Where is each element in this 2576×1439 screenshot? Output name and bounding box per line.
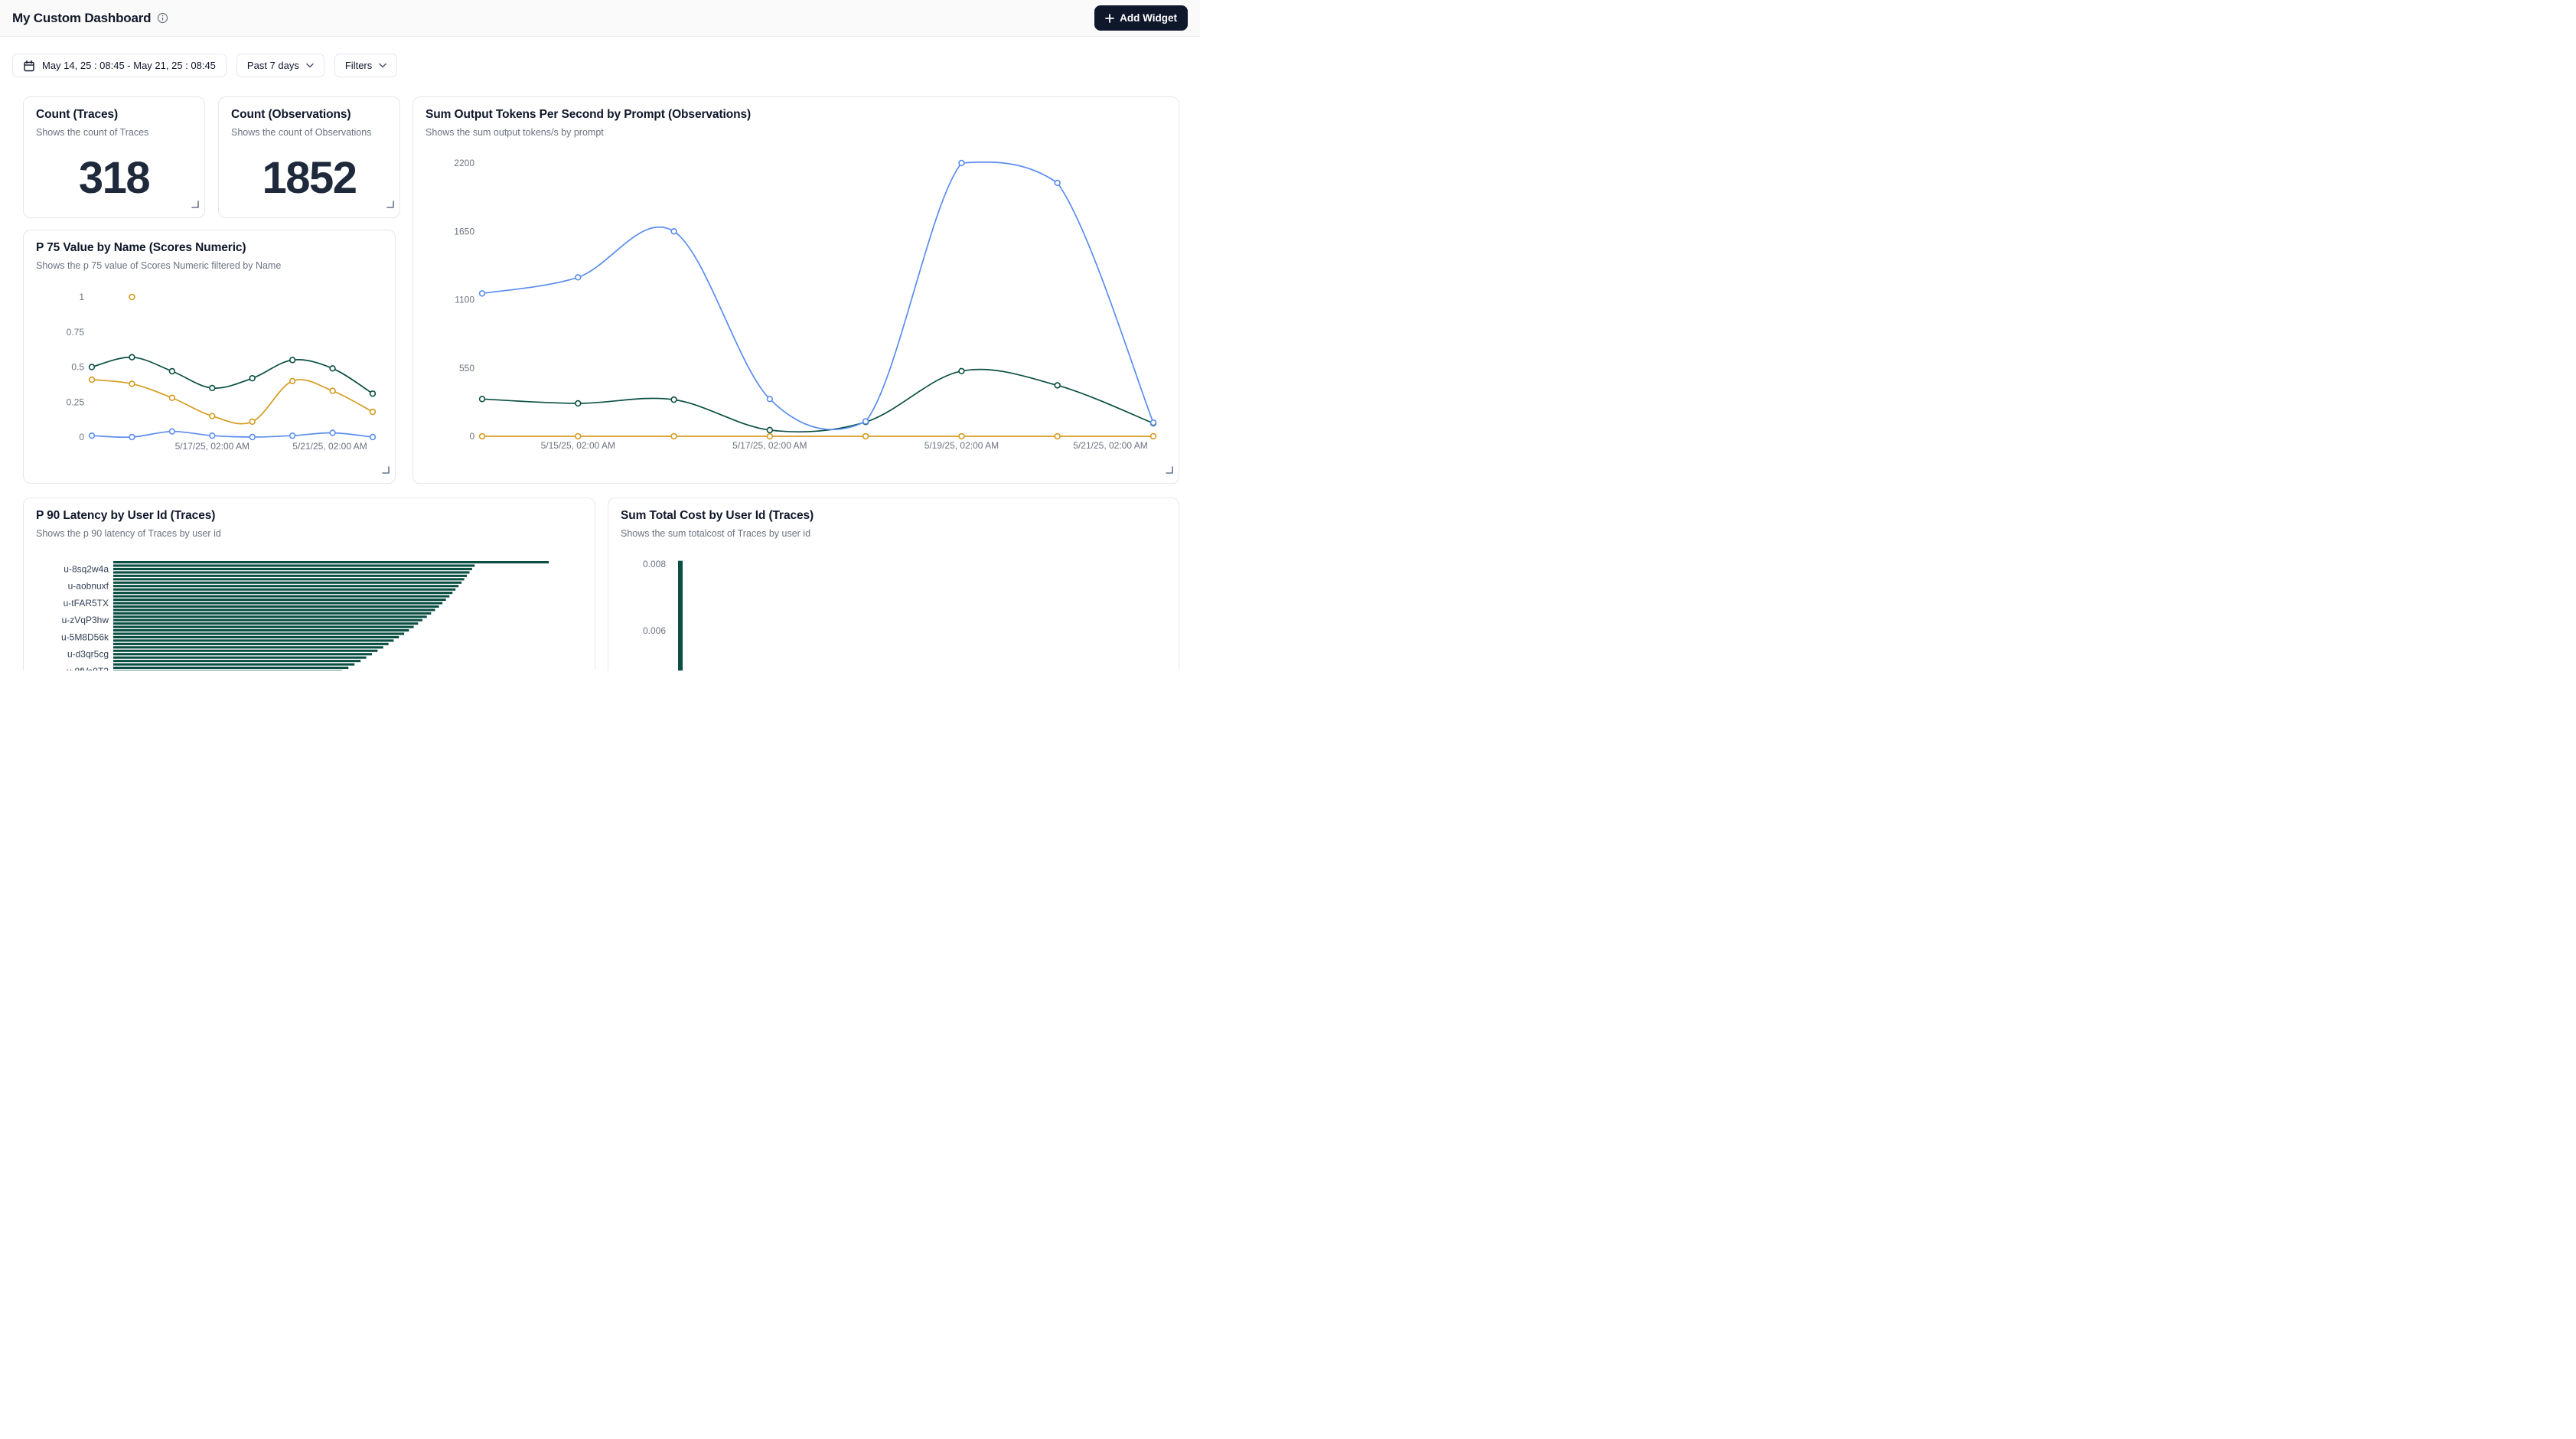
svg-text:0.5: 0.5 (71, 362, 84, 373)
widget-p90-latency: P 90 Latency by User Id (Traces) Shows t… (23, 498, 595, 671)
widget-p75-value: P 75 Value by Name (Scores Numeric) Show… (23, 230, 396, 484)
add-widget-label: Add Widget (1120, 12, 1177, 24)
widget-subtitle: Shows the p 75 value of Scores Numeric f… (36, 260, 282, 271)
svg-text:u-aobnuxf: u-aobnuxf (68, 581, 109, 592)
widget-title: P 75 Value by Name (Scores Numeric) (36, 241, 246, 254)
widget-title: P 90 Latency by User Id (Traces) (36, 509, 216, 522)
count-observations-value: 1852 (262, 153, 357, 203)
widget-subtitle: Shows the count of Traces (36, 127, 149, 138)
resize-handle-icon[interactable] (191, 198, 199, 212)
svg-text:0.75: 0.75 (67, 327, 85, 338)
widget-title: Count (Traces) (36, 108, 119, 121)
toolbar: May 14, 25 : 08:45 - May 21, 25 : 08:45 … (12, 54, 398, 77)
svg-text:0.006: 0.006 (643, 625, 666, 636)
svg-text:1100: 1100 (455, 295, 474, 305)
svg-text:5/19/25, 02:00 AM: 5/19/25, 02:00 AM (924, 440, 999, 451)
svg-text:1: 1 (79, 292, 84, 302)
date-range-label: May 14, 25 : 08:45 - May 21, 25 : 08:45 (42, 60, 216, 71)
plus-icon (1105, 13, 1115, 23)
svg-text:5/21/25, 02:00 AM: 5/21/25, 02:00 AM (292, 441, 367, 452)
svg-text:u-8fVa9T3: u-8fVa9T3 (67, 666, 109, 671)
date-preset-dropdown[interactable]: Past 7 days (236, 54, 324, 77)
widget-title: Count (Observations) (231, 108, 351, 121)
widget-title: Sum Output Tokens Per Second by Prompt (… (426, 108, 752, 121)
widget-subtitle: Shows the sum output tokens/s by prompt (426, 127, 604, 138)
svg-text:5/15/25, 02:00 AM: 5/15/25, 02:00 AM (541, 440, 615, 451)
widget-count-observations: Count (Observations) Shows the count of … (218, 96, 400, 218)
widget-subtitle: Shows the p 90 latency of Traces by user… (36, 528, 221, 539)
chevron-down-icon (306, 63, 314, 68)
svg-text:1650: 1650 (454, 226, 474, 237)
resize-handle-icon[interactable] (1165, 464, 1173, 478)
svg-text:u-5M8D56k: u-5M8D56k (61, 631, 109, 642)
svg-text:0.25: 0.25 (67, 396, 85, 407)
widget-total-cost: Sum Total Cost by User Id (Traces) Shows… (608, 498, 1179, 671)
widget-count-traces: Count (Traces) Shows the count of Traces… (23, 96, 205, 218)
svg-text:5/17/25, 02:00 AM: 5/17/25, 02:00 AM (732, 440, 807, 451)
svg-text:u-d3qr5cg: u-d3qr5cg (67, 649, 109, 660)
resize-handle-icon[interactable] (386, 198, 394, 212)
widget-title: Sum Total Cost by User Id (Traces) (621, 509, 814, 522)
count-traces-value: 318 (78, 153, 151, 203)
tokens-line-chart: 0 550 1100 1650 2200 5/15/25, 02:00 AM 5/17/25… (413, 151, 1179, 457)
p90-bar-chart: u-8sq2w4a u-aobnuxf u-tFAR5TX u-zVqP3hw u-5M… (24, 552, 595, 671)
svg-text:u-zVqP3hw: u-zVqP3hw (62, 615, 109, 625)
widget-subtitle: Shows the count of Observations (231, 127, 372, 138)
svg-text:u-tFAR5TX: u-tFAR5TX (64, 598, 109, 609)
add-widget-button[interactable]: Add Widget (1094, 5, 1188, 31)
filters-label: Filters (344, 60, 373, 71)
date-preset-label: Past 7 days (246, 60, 299, 71)
svg-text:u-8sq2w4a: u-8sq2w4a (64, 563, 109, 574)
p75-line-chart: 0 0.25 0.5 0.75 1 5/17/25, 02:00 AM 5/21/25, 0… (24, 284, 395, 460)
svg-text:5/17/25, 02:00 AM: 5/17/25, 02:00 AM (175, 441, 249, 452)
resize-handle-icon[interactable] (381, 464, 390, 478)
chevron-down-icon (379, 63, 386, 68)
info-icon[interactable] (157, 12, 168, 24)
svg-text:0.008: 0.008 (643, 559, 666, 569)
svg-text:5/21/25, 02:00 AM: 5/21/25, 02:00 AM (1073, 440, 1147, 451)
svg-text:0: 0 (469, 431, 474, 442)
calendar-icon (23, 60, 35, 72)
svg-text:2200: 2200 (454, 158, 474, 168)
cost-bar-chart: 0.008 0.006 (608, 552, 1179, 671)
widget-subtitle: Shows the sum totalcost of Traces by use… (621, 528, 811, 539)
widget-sum-output-tokens: Sum Output Tokens Per Second by Prompt (… (412, 96, 1179, 484)
dashboard-page: My Custom Dashboard Add Widget (0, 0, 1200, 671)
page-title: My Custom Dashboard (12, 10, 152, 25)
svg-text:0: 0 (79, 432, 84, 442)
page-header: My Custom Dashboard Add Widget (0, 0, 1200, 37)
filters-dropdown[interactable]: Filters (334, 54, 398, 77)
date-range-picker[interactable]: May 14, 25 : 08:45 - May 21, 25 : 08:45 (12, 54, 227, 77)
svg-text:550: 550 (459, 363, 474, 374)
